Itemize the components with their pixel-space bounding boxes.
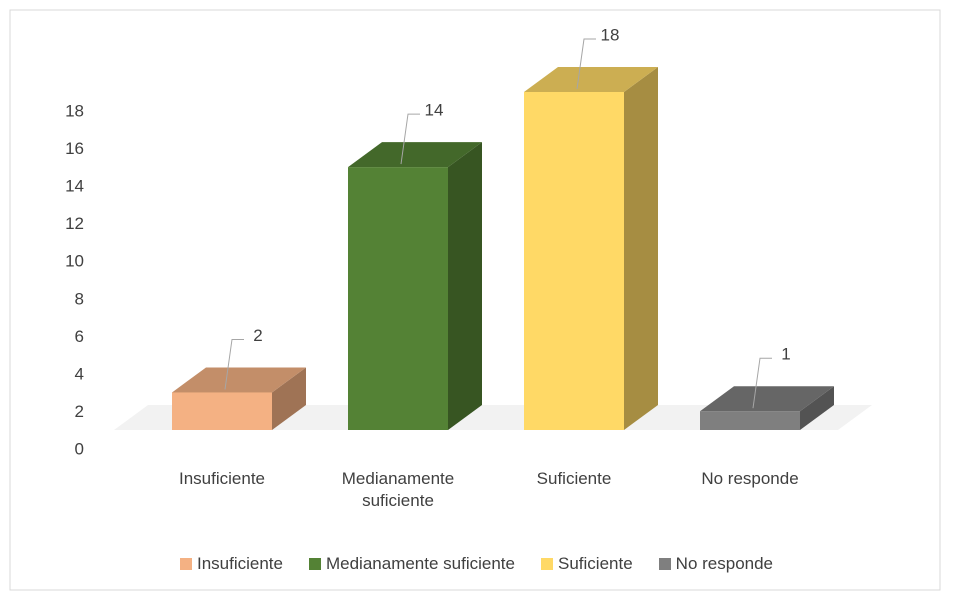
legend-item: Medianamente suficiente	[308, 554, 515, 574]
y-tick-label: 2	[75, 402, 84, 421]
legend-swatch	[658, 558, 671, 570]
chart-border	[9, 9, 941, 591]
x-tick-label: No responde	[701, 469, 799, 488]
x-tick-label: Medianamente suficiente	[341, 469, 455, 510]
bar-top	[700, 386, 834, 412]
legend-item: No responde	[658, 554, 774, 574]
legend-label: Insuficiente	[196, 554, 283, 573]
bar-side	[800, 386, 834, 430]
y-tick-label: 14	[65, 177, 84, 196]
legend-item: Insuficiente	[179, 554, 283, 574]
data-label: 14	[425, 101, 444, 120]
y-tick-label: 6	[75, 327, 84, 346]
legend-swatch	[179, 558, 192, 570]
leader-line	[752, 357, 772, 409]
x-tick-label: Suficiente	[536, 469, 612, 488]
bar-top	[348, 142, 482, 168]
data-label: 1	[781, 345, 790, 364]
y-tick-label: 16	[65, 139, 84, 158]
bar	[172, 392, 272, 430]
bar	[524, 92, 624, 430]
y-tick-label: 8	[75, 289, 84, 308]
data-label: 2	[253, 326, 262, 345]
legend-swatch	[308, 558, 321, 570]
bar-top	[524, 67, 658, 92]
bar-top	[172, 367, 306, 393]
legend-label: No responde	[675, 554, 774, 573]
legend-label: Suficiente	[558, 554, 633, 573]
y-tick-label: 18	[65, 101, 84, 120]
legend-label: Medianamente suficiente	[325, 554, 515, 573]
bar-side	[448, 142, 482, 430]
legend: Insuficiente Medianamente suficiente Sufic…	[0, 554, 953, 574]
data-label: 18	[601, 25, 620, 44]
bar-side	[272, 367, 306, 430]
y-tick-label: 0	[75, 439, 84, 458]
leader-line	[400, 113, 420, 165]
bar-side	[624, 67, 658, 430]
bar	[700, 411, 800, 430]
y-tick-label: 10	[65, 252, 84, 271]
y-tick-label: 12	[65, 214, 84, 233]
bar	[348, 167, 448, 430]
y-tick-label: 4	[75, 364, 84, 383]
floor	[114, 405, 872, 430]
legend-item: Suficiente	[541, 554, 633, 574]
legend-swatch	[541, 558, 553, 570]
x-tick-label: Insuficiente	[179, 469, 265, 488]
leader-line	[224, 338, 244, 390]
leader-line	[576, 38, 596, 90]
